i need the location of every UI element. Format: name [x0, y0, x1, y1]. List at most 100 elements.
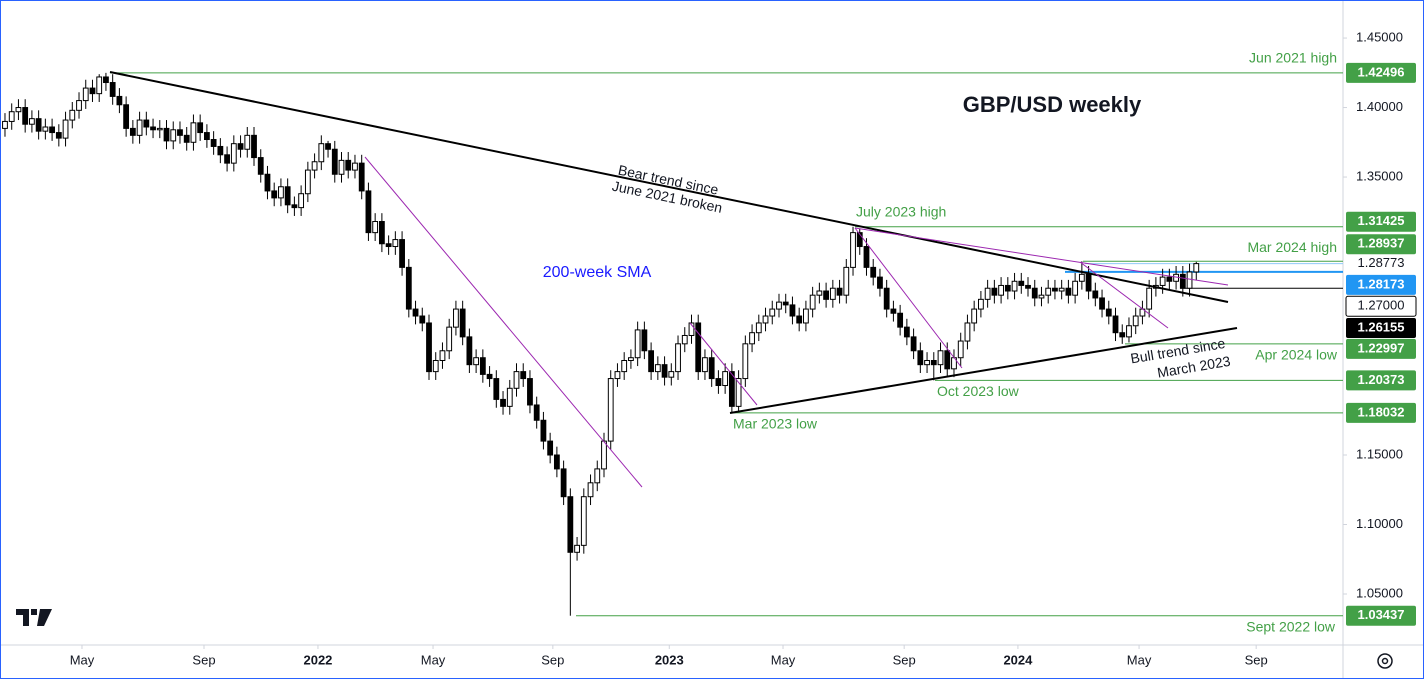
candle-body — [217, 145, 224, 156]
candle-body — [1179, 273, 1186, 289]
candle-body — [1038, 294, 1045, 299]
candle-body — [49, 126, 55, 134]
price-label: 1.28773 — [1358, 255, 1405, 270]
price-label: 1.27000 — [1358, 298, 1405, 313]
gear-outline[interactable] — [1377, 653, 1393, 669]
candle-body — [325, 143, 331, 150]
price-label: 1.28937 — [1358, 236, 1405, 251]
candle-body — [257, 157, 264, 175]
y-tick-label: 1.05000 — [1356, 585, 1403, 600]
candle-body — [547, 440, 554, 456]
purple-trend-line — [689, 322, 758, 406]
candle-body — [681, 334, 688, 345]
candle-body — [829, 287, 836, 300]
gear-center[interactable] — [1381, 657, 1389, 665]
candle-body — [358, 162, 365, 192]
price-label-box — [1345, 295, 1417, 317]
candle-body — [1092, 290, 1099, 299]
candle-body — [863, 246, 870, 268]
price-label-box — [1346, 211, 1416, 232]
x-tick-label: May — [771, 652, 796, 667]
candle-body — [1193, 263, 1200, 273]
candle-body — [251, 134, 257, 159]
candle-body — [722, 371, 729, 387]
candle-body — [230, 143, 237, 164]
candle-body — [331, 148, 338, 175]
candle-body — [136, 119, 143, 136]
candle-body — [1072, 280, 1079, 296]
candle-body — [1085, 273, 1092, 292]
candle-body — [69, 109, 76, 121]
candle-body — [372, 221, 379, 234]
candle-body — [1119, 332, 1126, 338]
candle-body — [439, 350, 446, 361]
chart-title: GBP/USD weekly — [963, 92, 1142, 117]
candle-body — [197, 122, 204, 134]
candle-body — [654, 364, 661, 373]
candle-body — [8, 111, 15, 122]
candle-body — [533, 404, 540, 421]
candle-body — [520, 371, 527, 380]
candle-body — [634, 329, 641, 359]
candle-body — [924, 359, 930, 366]
candle-body — [776, 301, 782, 310]
candle-body — [998, 284, 1004, 296]
candle-body — [843, 266, 850, 296]
candle-body — [675, 343, 681, 373]
bull-trend-line — [729, 327, 1238, 414]
x-tick-label: Sep — [541, 652, 564, 667]
candle-body — [459, 308, 466, 338]
level-annotation: Mar 2023 low — [733, 416, 818, 432]
level-annotation: July 2023 high — [856, 203, 946, 219]
purple-trend-line — [1079, 261, 1169, 329]
candle-body — [762, 315, 769, 324]
candle-body — [796, 315, 803, 324]
candle-body — [883, 287, 890, 310]
candle-body — [284, 186, 291, 206]
purple-trend-line — [364, 156, 643, 488]
candle-body — [399, 239, 405, 268]
candle-body — [574, 544, 580, 553]
candle-body — [506, 387, 513, 407]
y-tick-label: 1.15000 — [1356, 446, 1403, 461]
candle-body — [109, 82, 116, 97]
candle-body — [190, 122, 197, 143]
candle-body — [1031, 287, 1038, 299]
candle-body — [1018, 280, 1025, 286]
price-label: 1.26155 — [1358, 319, 1405, 334]
candle-body — [500, 398, 506, 407]
trend-lines — [109, 71, 1238, 488]
candle-body — [1025, 284, 1031, 289]
settings-icon[interactable] — [1377, 653, 1393, 669]
candle-body — [702, 357, 708, 373]
x-tick-label: Sep — [1245, 652, 1268, 667]
candle-body — [567, 496, 574, 553]
x-tick-label: May — [70, 652, 95, 667]
candle-body — [1126, 325, 1132, 338]
level-annotation: Oct 2023 low — [937, 383, 1020, 399]
candle-body — [479, 357, 486, 375]
candle-body — [735, 378, 742, 407]
y-tick-label: 1.45000 — [1356, 29, 1403, 44]
x-tick-label: Sep — [192, 652, 215, 667]
candle-body — [877, 276, 883, 289]
candle-body — [82, 87, 89, 102]
candle-body — [224, 154, 230, 164]
candle-body — [170, 129, 177, 142]
price-label: 1.22997 — [1358, 340, 1405, 355]
candle-body — [96, 76, 103, 95]
price-label: 1.20373 — [1358, 372, 1405, 387]
candle-body — [103, 76, 109, 84]
candle-body — [15, 107, 22, 113]
x-tick-label: May — [1127, 652, 1152, 667]
price-label: 1.28173 — [1358, 276, 1405, 291]
price-label-box — [1346, 234, 1416, 255]
candle-body — [903, 326, 910, 338]
candle-body — [742, 343, 749, 380]
candle-body — [493, 378, 500, 400]
candle-body — [473, 357, 480, 366]
candle-body — [823, 290, 829, 300]
candle-body — [540, 419, 547, 442]
candle-body — [668, 371, 675, 378]
